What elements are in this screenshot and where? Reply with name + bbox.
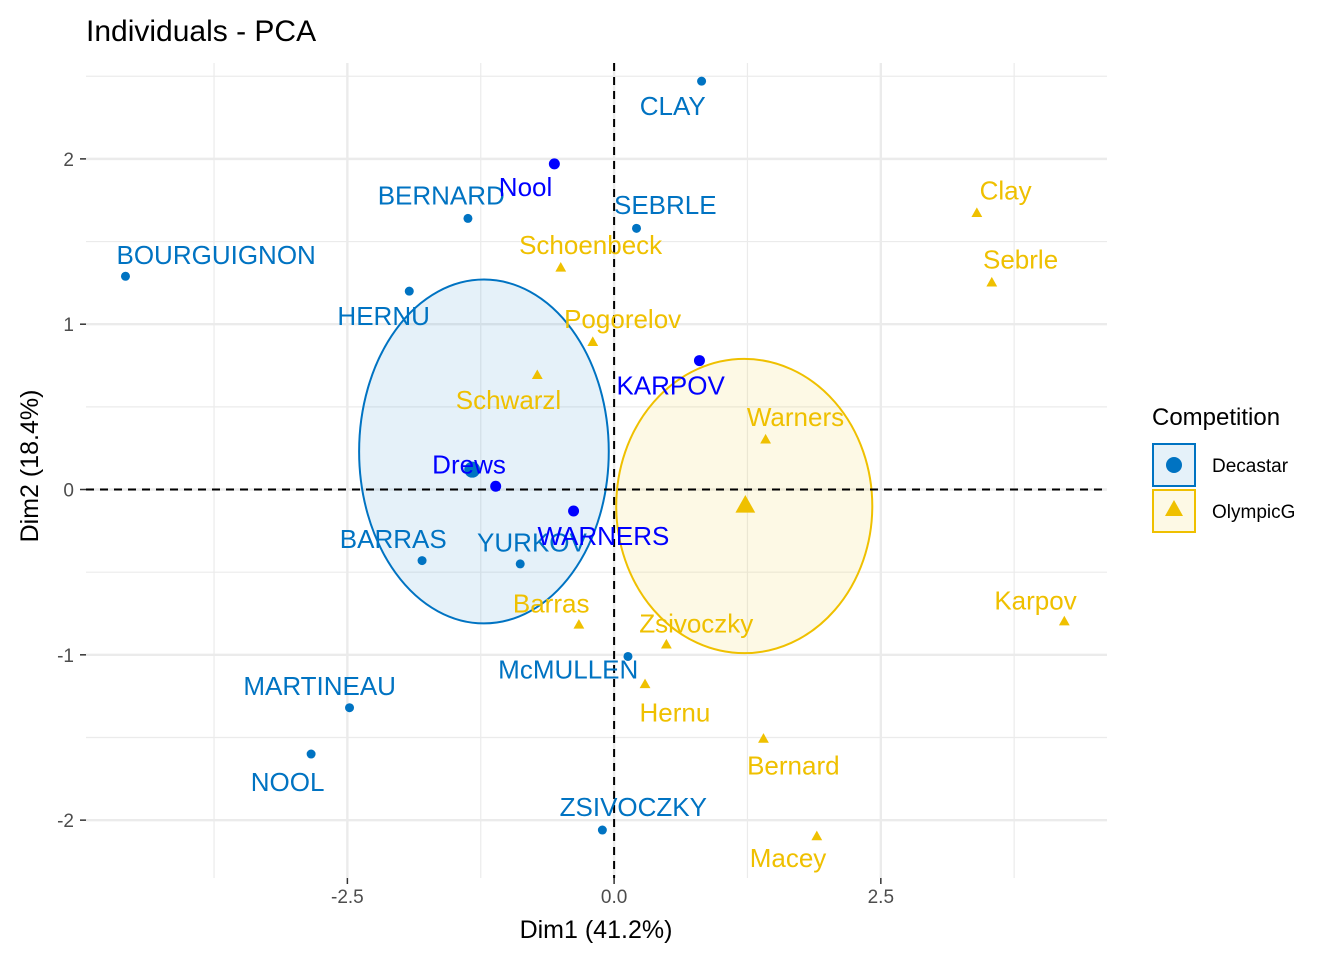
label-clay: Clay [980, 175, 1032, 205]
center-olympicg [735, 495, 756, 513]
point-labels: CLAY SEBRLE BERNARD BOURGUIGNON HERNU BARRAS Y… [116, 91, 1076, 873]
legend-label-decastar: Decastar [1212, 456, 1289, 477]
label-drews: Drews [432, 450, 506, 480]
point-hernu [639, 678, 651, 689]
x-axis: -2.5 0.0 2.5 [331, 878, 894, 908]
legend: Competition Decastar OlympicG [1152, 404, 1295, 533]
y-axis-label: Dim2 (18.4%) [16, 390, 44, 543]
label-bernard: Bernard [747, 751, 840, 781]
point-schwarzl [531, 369, 543, 380]
label-karpov: KARPOV [616, 370, 725, 400]
point-nool [306, 749, 316, 759]
label-barras: Barras [513, 589, 590, 619]
point-hernu [404, 286, 414, 296]
legend-symbol-olympicg [1165, 500, 1183, 516]
point-macey [811, 830, 823, 841]
point-warners [568, 505, 580, 517]
label-barras: BARRAS [340, 524, 447, 554]
point-karpov [1058, 615, 1070, 626]
label-bourguignon: BOURGUIGNON [116, 240, 315, 270]
point-sebrle [632, 223, 642, 233]
label-yurkov: YURKOV [477, 527, 587, 557]
label-nool: Nool [499, 172, 552, 202]
label-zsivoczky: Zsivoczky [639, 608, 753, 638]
point-barras [417, 556, 427, 566]
point-bernard [463, 213, 473, 223]
major-gridlines [86, 63, 1107, 878]
label-nool: NOOL [251, 767, 325, 797]
label-mcmullen: McMULLEN [498, 655, 638, 685]
label-schwarzl: Schwarzl [456, 385, 561, 415]
y-tick-label: 2 [63, 150, 74, 171]
point-nool [548, 158, 560, 170]
label-sebrle: Sebrle [983, 245, 1058, 275]
point-clay [971, 207, 983, 218]
x-tick-label: -2.5 [331, 887, 364, 908]
minor-gridlines [86, 63, 1107, 878]
point-bernard [758, 733, 769, 743]
label-warners: WARNERS [537, 521, 669, 551]
label-martineau: MARTINEAU [243, 671, 396, 701]
label-warners: Warners [747, 402, 844, 432]
label-karpov: Karpov [994, 585, 1076, 615]
point-clay [697, 76, 707, 86]
chart-title: Individuals - PCA [86, 15, 316, 48]
point-karpov [693, 355, 705, 367]
data-points [120, 76, 1070, 841]
point-warners [760, 433, 771, 444]
point-sebrle [986, 276, 998, 287]
label-hernu: Hernu [640, 698, 711, 728]
y-tick-label: 0 [63, 481, 74, 502]
label-sebrle: SEBRLE [614, 190, 717, 220]
y-tick-label: -1 [57, 646, 74, 667]
legend-symbol-decastar [1166, 457, 1182, 473]
x-axis-label: Dim1 (41.2%) [520, 916, 673, 944]
group-centers [464, 461, 756, 513]
point-zsivoczky [660, 638, 672, 649]
point-pogorelov [587, 336, 599, 346]
label-hernu: HERNU [337, 301, 429, 331]
label-bernard: BERNARD [378, 180, 505, 210]
point-martineau [345, 703, 355, 713]
point-mcmullen [623, 651, 633, 661]
center-decastar [464, 461, 481, 478]
label-pogorelov: Pogorelov [564, 304, 681, 334]
label-clay: CLAY [640, 91, 706, 121]
legend-label-olympicg: OlympicG [1212, 502, 1295, 523]
point-barras [573, 619, 585, 629]
y-tick-label: 1 [63, 315, 74, 336]
point-schoenbeck [555, 261, 567, 272]
label-schoenbeck: Schoenbeck [519, 230, 663, 260]
y-tick-label: -2 [57, 811, 74, 832]
point-zsivoczky [597, 825, 607, 835]
x-tick-label: 0.0 [601, 887, 627, 908]
point-drews [490, 480, 502, 492]
point-bourguignon [120, 271, 130, 281]
x-tick-label: 2.5 [868, 887, 894, 908]
label-zsivoczky: ZSIVOCZKY [560, 792, 707, 822]
legend-title: Competition [1152, 404, 1280, 431]
y-axis: -2 -1 0 1 2 [57, 150, 86, 832]
reference-lines [86, 63, 1107, 878]
ellipse-decastar [358, 278, 610, 625]
label-macey: Macey [750, 843, 827, 873]
point-yurkov [515, 559, 525, 569]
